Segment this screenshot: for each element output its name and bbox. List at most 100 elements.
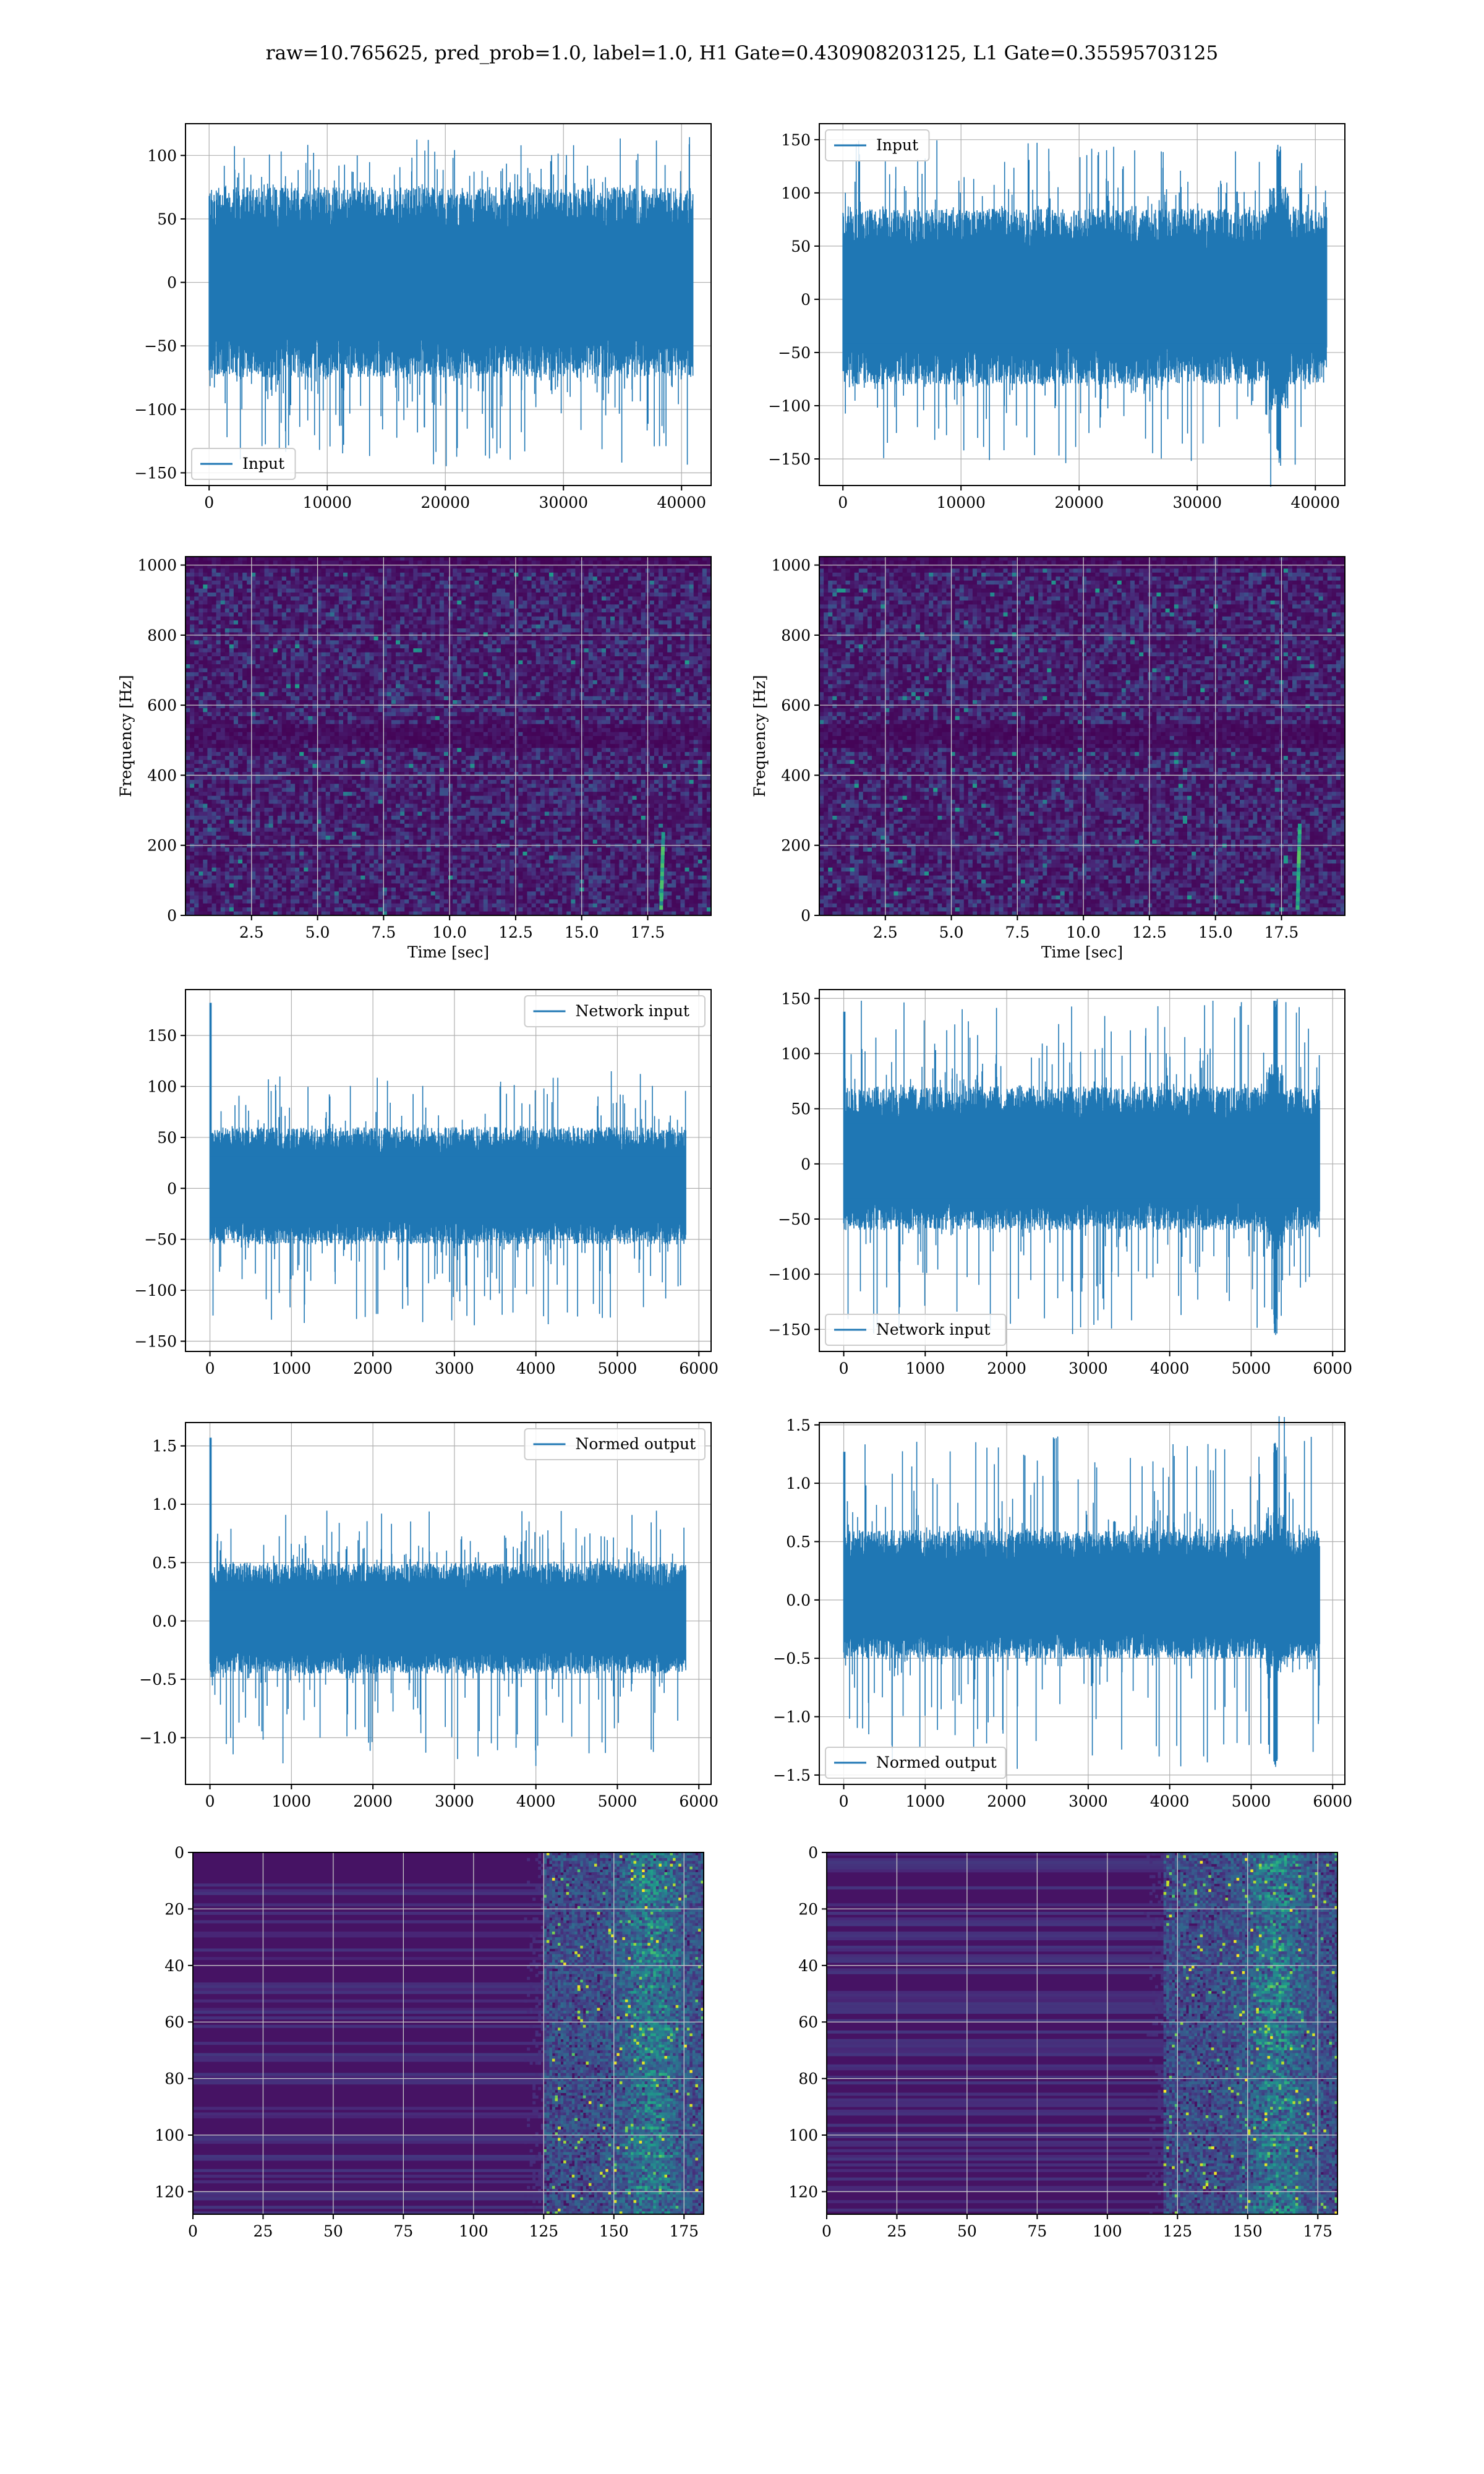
spectrogram-cell bbox=[615, 632, 620, 636]
spectrogram-cell bbox=[457, 581, 462, 585]
spectrogram-cell bbox=[532, 576, 537, 581]
spectrogram-cell bbox=[549, 617, 554, 621]
spectrogram-cell bbox=[417, 644, 422, 649]
spectrogram-cell bbox=[203, 632, 208, 636]
spectrogram-cell bbox=[637, 601, 642, 605]
spectrogram-cell bbox=[203, 560, 208, 565]
spectrogram-cell bbox=[575, 557, 580, 561]
spectrogram-cell bbox=[198, 601, 203, 605]
spectrogram-cell bbox=[694, 653, 699, 657]
spectrogram-cell bbox=[680, 628, 685, 633]
y-tick-label: 50 bbox=[791, 238, 811, 255]
spectrogram-cell bbox=[633, 625, 638, 629]
spectrogram-cell bbox=[672, 632, 676, 636]
spectrogram-cell bbox=[497, 596, 501, 601]
spectrogram-cell bbox=[255, 573, 260, 577]
spectrogram-cell bbox=[457, 648, 462, 653]
spectrogram-cell bbox=[291, 640, 296, 644]
spectrogram-cell bbox=[584, 568, 589, 573]
spectrogram-cell bbox=[203, 568, 208, 573]
spectrogram-cell bbox=[584, 581, 589, 585]
spectrogram-cell bbox=[286, 581, 291, 585]
spectrogram-cell bbox=[527, 612, 532, 617]
spectrogram-cell bbox=[229, 589, 234, 593]
spectrogram-cell bbox=[234, 609, 239, 613]
spectrogram-cell bbox=[466, 604, 471, 609]
spectrogram-cell bbox=[370, 560, 375, 565]
spectrogram-cell bbox=[488, 636, 493, 641]
spectrogram-cell bbox=[265, 593, 270, 597]
spectrogram-cell bbox=[247, 604, 252, 609]
spectrogram-cell bbox=[694, 617, 699, 621]
spectrogram-cell bbox=[522, 653, 527, 657]
spectrogram-cell bbox=[440, 648, 445, 653]
spectrogram-cell bbox=[282, 596, 287, 601]
spectrogram-cell bbox=[672, 612, 676, 617]
spectrogram-cell bbox=[291, 625, 296, 629]
spectrogram-cell bbox=[685, 560, 690, 565]
spectrogram-cell bbox=[461, 617, 466, 621]
spectrogram-cell bbox=[532, 557, 537, 561]
spectrogram-cell bbox=[242, 584, 247, 589]
spectrogram-cell bbox=[470, 589, 475, 593]
spectrogram-cell bbox=[427, 593, 432, 597]
spectrogram-cell bbox=[304, 557, 309, 561]
spectrogram-cell bbox=[698, 596, 703, 601]
spectrogram-cell bbox=[466, 557, 471, 561]
chart-h1-spectrogram: 2.5 5.0 7.5 10.0 12.5 15.0 17.5020040060080010… bbox=[117, 557, 712, 961]
spectrogram-cell bbox=[501, 560, 506, 565]
spectrogram-cell bbox=[457, 593, 462, 597]
spectrogram-cell bbox=[566, 557, 571, 561]
spectrogram-cell bbox=[282, 656, 287, 661]
spectrogram-cell bbox=[312, 576, 317, 581]
spectrogram-cell bbox=[514, 593, 519, 597]
spectrogram-cell bbox=[571, 636, 576, 641]
spectrogram-cell bbox=[606, 620, 611, 625]
spectrogram-cell bbox=[269, 560, 274, 565]
spectrogram-cell bbox=[326, 576, 331, 581]
spectrogram-cell bbox=[251, 601, 256, 605]
spectrogram-cell bbox=[335, 640, 339, 644]
spectrogram-cell bbox=[356, 573, 361, 577]
spectrogram-cell bbox=[360, 617, 365, 621]
spectrogram-cell bbox=[229, 632, 234, 636]
spectrogram-cell bbox=[492, 604, 497, 609]
spectrogram-cell bbox=[545, 609, 550, 613]
spectrogram-cell bbox=[374, 584, 379, 589]
spectrogram-cell bbox=[610, 632, 615, 636]
spectrogram-cell bbox=[615, 628, 620, 633]
spectrogram-cell bbox=[247, 640, 252, 644]
spectrogram-cell bbox=[475, 612, 480, 617]
spectrogram-cell bbox=[265, 620, 270, 625]
spectrogram-cell bbox=[396, 625, 401, 629]
spectrogram-cell bbox=[322, 573, 326, 577]
spectrogram-cell bbox=[387, 617, 392, 621]
spectrogram-cell bbox=[549, 620, 554, 625]
spectrogram-cell bbox=[510, 625, 514, 629]
spectrogram-cell bbox=[409, 620, 414, 625]
spectrogram-cell bbox=[689, 584, 694, 589]
spectrogram-cell bbox=[501, 601, 506, 605]
spectrogram-cell bbox=[659, 617, 663, 621]
spectrogram-cell bbox=[194, 625, 199, 629]
spectrogram-cell bbox=[619, 596, 624, 601]
spectrogram-cell bbox=[663, 648, 668, 653]
spectrogram-cell bbox=[225, 568, 230, 573]
spectrogram-cell bbox=[396, 596, 401, 601]
spectrogram-cell bbox=[391, 617, 396, 621]
spectrogram-cell bbox=[680, 589, 685, 593]
spectrogram-cell bbox=[575, 609, 580, 613]
spectrogram-cell bbox=[422, 632, 427, 636]
spectrogram-cell bbox=[409, 625, 414, 629]
spectrogram-cell bbox=[322, 593, 326, 597]
spectrogram-cell bbox=[518, 604, 523, 609]
spectrogram-cell bbox=[322, 576, 326, 581]
spectrogram-cell bbox=[702, 628, 707, 633]
spectrogram-cell bbox=[242, 601, 247, 605]
spectrogram-cell bbox=[400, 576, 405, 581]
spectrogram-cell bbox=[255, 656, 260, 661]
spectrogram-cell bbox=[475, 596, 480, 601]
spectrogram-cell bbox=[667, 640, 672, 644]
spectrogram-cell bbox=[312, 609, 317, 613]
spectrogram-cell bbox=[247, 557, 252, 561]
